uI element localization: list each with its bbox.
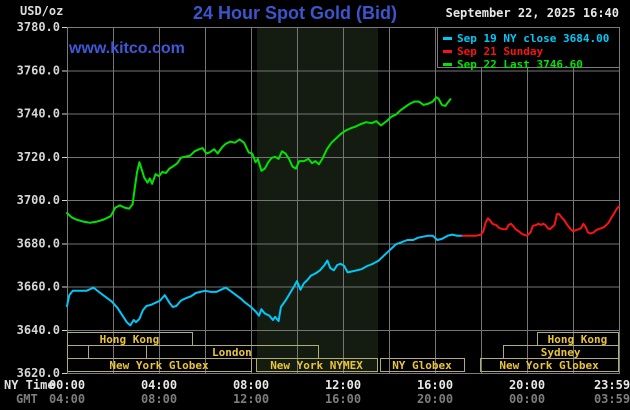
session-box bbox=[256, 358, 379, 372]
price-line-sep21 bbox=[461, 205, 620, 237]
y-axis-unit-label: USD/oz bbox=[20, 4, 64, 18]
session-label: Hong Kong bbox=[548, 333, 608, 346]
y-axis-label: 3780.0 bbox=[17, 20, 60, 34]
y-axis-label: 3700.0 bbox=[17, 193, 60, 207]
legend-item-label: Sep 19 NY close 3684.00 bbox=[457, 32, 610, 45]
session-box bbox=[87, 345, 147, 359]
x-axis-label-ny: 12:00 bbox=[325, 378, 361, 392]
session-label: London bbox=[212, 346, 252, 359]
y-axis-label: 3740.0 bbox=[17, 107, 60, 121]
legend-dash-icon bbox=[443, 37, 452, 40]
x-axis-label-gmt: 00:00 bbox=[509, 392, 545, 406]
x-axis-label-ny: 04:00 bbox=[141, 378, 177, 392]
legend-item-sep21: Sep 21 Sunday bbox=[443, 43, 619, 58]
session-label: Sydney bbox=[541, 346, 581, 359]
session-label: New York NYMEX bbox=[270, 359, 363, 372]
x-axis-label-gmt: 04:00 bbox=[49, 392, 85, 406]
x-axis-label-gmt: 20:00 bbox=[417, 392, 453, 406]
session-label: New York Globex bbox=[499, 359, 599, 372]
session-label: New York Globex bbox=[109, 359, 209, 372]
y-axis-label: 3760.0 bbox=[17, 63, 60, 77]
x-axis-label-gmt: 03:59 bbox=[594, 392, 630, 406]
session-box bbox=[380, 358, 465, 372]
legend-item-sep19: Sep 19 NY close 3684.00 bbox=[443, 30, 619, 45]
session-box bbox=[67, 345, 89, 359]
session-label: Hong Kong bbox=[100, 333, 160, 346]
legend-box: Sep 19 NY close 3684.00 Sep 21 Sunday Sep … bbox=[437, 27, 620, 71]
session-box bbox=[480, 358, 620, 372]
gmt-axis-label: GMT bbox=[16, 392, 38, 406]
x-axis-label-ny: 23:59 bbox=[594, 378, 630, 392]
x-axis-label-ny: 00:00 bbox=[49, 378, 85, 392]
chart-datetime: September 22, 2025 16:40 bbox=[445, 6, 619, 20]
legend-dash-icon bbox=[443, 63, 452, 66]
y-axis-label: 3620.0 bbox=[17, 366, 60, 380]
session-box bbox=[67, 358, 252, 372]
x-axis-label-gmt: 08:00 bbox=[141, 392, 177, 406]
legend-item-label: Sep 21 Sunday bbox=[457, 45, 544, 58]
legend-item-sep22: Sep 22 Last 3746.60 bbox=[443, 56, 619, 71]
x-axis-label-gmt: 12:00 bbox=[233, 392, 269, 406]
ny-time-axis-label: NY Time bbox=[4, 378, 55, 392]
x-axis-label-ny: 20:00 bbox=[509, 378, 545, 392]
x-axis-label-ny: 16:00 bbox=[417, 378, 453, 392]
price-line-sep22 bbox=[66, 96, 452, 224]
session-label: NY Globex bbox=[392, 359, 452, 372]
y-axis-label: 3660.0 bbox=[17, 280, 60, 294]
y-axis-label: 3680.0 bbox=[17, 236, 60, 250]
legend-dash-icon bbox=[443, 50, 452, 53]
plot-border bbox=[67, 27, 620, 374]
price-line-sep19 bbox=[66, 233, 464, 327]
y-axis-label: 3640.0 bbox=[17, 323, 60, 337]
y-axis-label: 3720.0 bbox=[17, 150, 60, 164]
x-axis-label-gmt: 16:00 bbox=[325, 392, 361, 406]
legend-item-label: Sep 22 Last 3746.60 bbox=[457, 58, 583, 71]
page-title: 24 Hour Spot Gold (Bid) bbox=[193, 3, 397, 23]
x-axis-label-ny: 08:00 bbox=[233, 378, 269, 392]
kitco-website-link[interactable]: www.kitco.com bbox=[69, 40, 185, 57]
